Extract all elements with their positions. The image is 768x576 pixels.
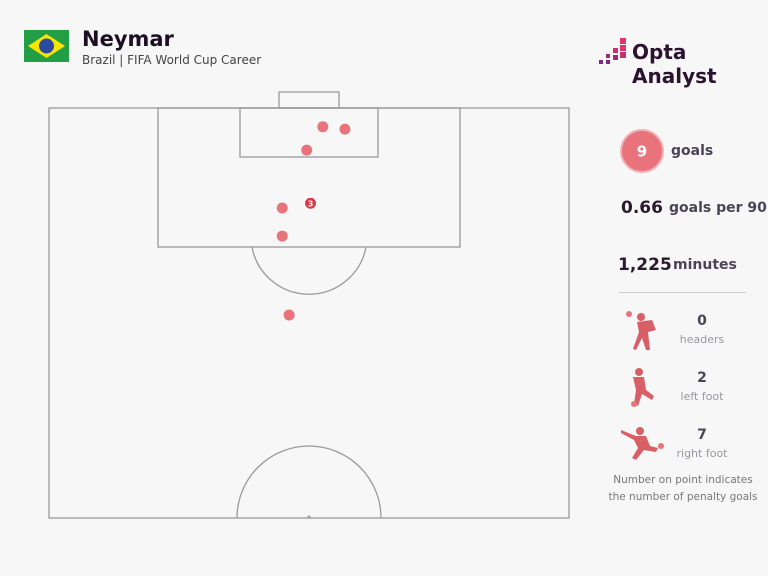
goal-point — [283, 309, 295, 321]
left-foot-icon — [631, 368, 654, 407]
type-value: 0 — [697, 313, 707, 329]
divider — [619, 292, 746, 293]
minutes-value: 1,225 — [618, 255, 672, 275]
type-label: left foot — [680, 390, 724, 403]
type-value: 7 — [697, 427, 707, 443]
goal-point — [301, 144, 313, 156]
per90-value: 0.66 — [621, 198, 663, 218]
flag — [24, 30, 69, 62]
goals-value: 9 — [637, 143, 647, 161]
goal-point — [276, 202, 288, 214]
minutes-label: minutes — [673, 257, 737, 273]
pitch: 3 — [48, 91, 570, 519]
per90-label: goals per 90 — [669, 200, 767, 216]
right-foot-icon — [621, 427, 664, 460]
type-value: 2 — [697, 370, 707, 386]
subtitle: Brazil | FIFA World Cup Career — [82, 53, 262, 67]
brand-logo — [599, 38, 626, 64]
brand: Opta Analyst — [632, 40, 717, 88]
goal-point — [276, 230, 288, 242]
header-icon — [626, 311, 656, 350]
penalty-label: 3 — [308, 199, 314, 208]
goals-label: goals — [671, 143, 714, 159]
goal-point — [317, 121, 329, 133]
title: Neymar — [82, 27, 174, 51]
goal-point — [339, 123, 351, 135]
penalty-point — [304, 196, 318, 210]
type-label: right foot — [676, 447, 728, 460]
type-label: headers — [679, 333, 725, 346]
goals-badge: 9 — [620, 129, 664, 173]
note: Number on point indicates the number of … — [608, 474, 758, 503]
